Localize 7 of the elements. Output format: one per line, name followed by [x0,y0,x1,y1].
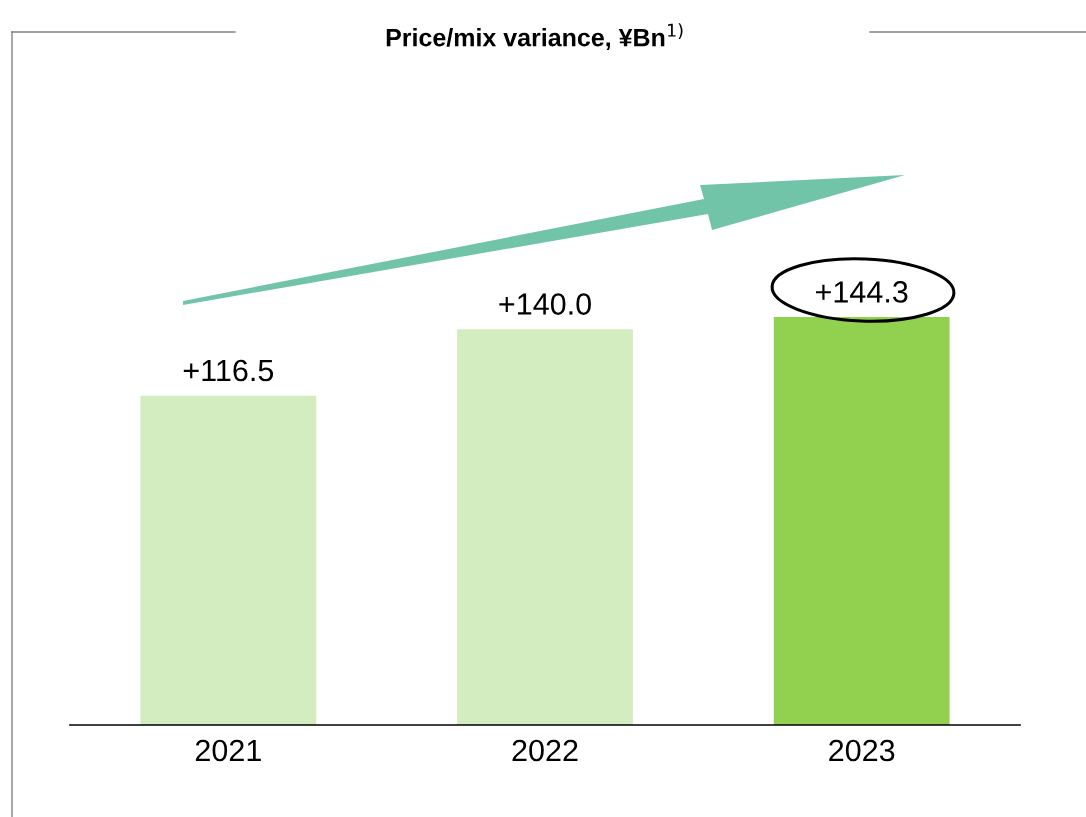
data-label: +116.5 [183,359,274,382]
x-tick-label: 2021 [195,739,261,762]
x-tick-label: 2022 [512,739,578,762]
x-tick-label: 2023 [829,739,895,762]
chart-title: Price/mix variance, ¥Bn$^{1)}$ [386,23,683,51]
data-label: +144.3 [816,281,908,303]
data-label: +140.0 [499,293,591,315]
